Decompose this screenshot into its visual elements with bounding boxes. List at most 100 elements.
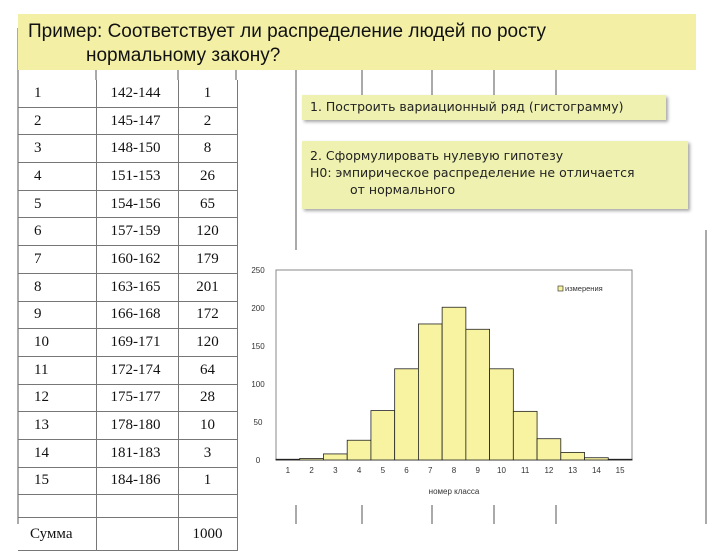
class-number-cell: 8	[18, 273, 96, 302]
class-number-cell: 14	[18, 439, 96, 468]
x-tick-label: 2	[309, 466, 314, 475]
height-range-cell: 157-159	[95, 217, 178, 247]
count-cell: 3	[177, 439, 238, 468]
step-2-line-2: Н0: эмпирическое распределение не отлича…	[310, 165, 635, 180]
table-row: 12 175-177 28	[18, 384, 238, 413]
histogram-bar	[275, 458, 301, 461]
y-tick-label: 0	[256, 456, 261, 465]
step-2-note: 2. Сформулировать нулевую гипотезу Н0: э…	[302, 141, 688, 209]
table-row: 13 178-180 10	[18, 411, 238, 440]
y-tick-label: 150	[251, 342, 265, 351]
class-number-cell: 6	[18, 217, 96, 247]
table-row: 6 157-159 120	[18, 217, 238, 247]
x-tick-label: 1	[286, 466, 291, 475]
step-1-text: 1. Построить вариационный ряд (гистограм…	[310, 99, 624, 114]
x-tick-label: 13	[568, 466, 577, 475]
count-cell: 64	[177, 356, 238, 385]
class-number-cell: 9	[18, 301, 96, 330]
table-row: 14 181-183 3	[18, 439, 238, 468]
class-number-cell: 11	[18, 356, 96, 385]
count-cell: 1	[177, 467, 238, 496]
count-cell: 26	[177, 162, 238, 191]
height-range-cell: 160-162	[95, 245, 178, 274]
sum-value: 1000	[177, 517, 238, 551]
class-number-cell: 3	[18, 134, 96, 164]
x-tick-label: 5	[381, 466, 386, 475]
x-axis-title: номер класса	[429, 487, 480, 496]
table-row: 10 169-171 120	[18, 328, 238, 357]
histogram-bar	[394, 368, 419, 461]
x-tick-label: 6	[404, 466, 409, 475]
y-tick-label: 250	[251, 266, 265, 275]
histogram-bar	[346, 439, 372, 461]
height-range-cell: 172-174	[95, 356, 178, 385]
height-range-cell: 163-165	[95, 273, 178, 302]
height-range-cell: 181-183	[95, 439, 178, 468]
height-range-cell: 175-177	[95, 384, 178, 413]
height-range-cell: 166-168	[95, 301, 178, 330]
class-number-cell: 2	[18, 107, 96, 136]
x-tick-label: 15	[616, 466, 625, 475]
histogram-bar	[465, 328, 491, 461]
empty-cell	[95, 517, 178, 551]
table-row: 2 145-147 2	[18, 107, 238, 136]
step-2-line-1: 2. Сформулировать нулевую гипотезу	[310, 148, 564, 163]
height-range-cell: 184-186	[95, 467, 178, 496]
count-cell: 10	[177, 411, 238, 440]
histogram-bar	[441, 306, 467, 461]
table-row: 4 151-153 26	[18, 162, 238, 191]
x-tick-label: 7	[428, 466, 433, 475]
x-tick-label: 12	[544, 466, 553, 475]
title-line-2: нормальному закону?	[86, 45, 281, 66]
height-range-cell: 145-147	[95, 107, 178, 136]
height-range-cell: 142-144	[95, 80, 178, 108]
x-tick-label: 10	[497, 466, 506, 475]
histogram-bar	[370, 410, 396, 461]
y-tick-label: 200	[251, 304, 265, 313]
count-cell: 8	[177, 134, 238, 164]
table-row: 1 142-144 1	[18, 80, 238, 108]
class-number-cell: 13	[18, 411, 96, 440]
count-cell: 1	[177, 80, 238, 108]
x-tick-label: 14	[592, 466, 601, 475]
histogram-bar	[299, 458, 324, 461]
x-tick-label: 3	[333, 466, 338, 475]
empty-cell	[95, 494, 178, 519]
class-number-cell: 1	[18, 80, 96, 108]
x-tick-label: 9	[476, 466, 481, 475]
count-cell: 179	[177, 245, 238, 274]
step-2-line-3: от нормального	[350, 182, 456, 197]
title-line-1: Пример: Соответствует ли распределение л…	[28, 21, 547, 42]
histogram-bar	[323, 453, 348, 461]
y-tick-label: 100	[251, 380, 265, 389]
class-number-cell: 5	[18, 190, 96, 219]
histogram-bar	[584, 457, 609, 461]
table-row: 9 166-168 172	[18, 301, 238, 330]
class-number-cell: 4	[18, 162, 96, 191]
histogram-bar	[512, 410, 538, 461]
height-range-cell: 169-171	[95, 328, 178, 357]
class-number-cell: 12	[18, 384, 96, 413]
y-tick-label: 50	[254, 418, 263, 427]
height-range-cell: 148-150	[95, 134, 178, 164]
table-spacer-row	[18, 494, 238, 519]
count-cell: 120	[177, 217, 238, 247]
empty-cell	[18, 494, 96, 519]
histogram-bar	[560, 451, 585, 461]
histogram-bar	[607, 458, 633, 461]
class-number-cell: 10	[18, 328, 96, 357]
height-range-cell: 151-153	[95, 162, 178, 191]
count-cell: 201	[177, 273, 238, 302]
table-row: 8 163-165 201	[18, 273, 238, 302]
class-number-cell: 15	[18, 467, 96, 496]
table-row: 15 184-186 1	[18, 467, 238, 496]
slide-title: Пример: Соответствует ли распределение л…	[18, 14, 696, 70]
count-cell: 172	[177, 301, 238, 330]
frequency-table: 1 142-144 1 2 145-147 2 3 148-150 8 4 151-153 26 5 15…	[18, 80, 238, 551]
count-cell: 120	[177, 328, 238, 357]
table-row: 5 154-156 65	[18, 190, 238, 219]
x-tick-label: 8	[452, 466, 457, 475]
step-1-note: 1. Построить вариационный ряд (гистограм…	[302, 95, 666, 120]
empty-cell	[177, 494, 238, 519]
